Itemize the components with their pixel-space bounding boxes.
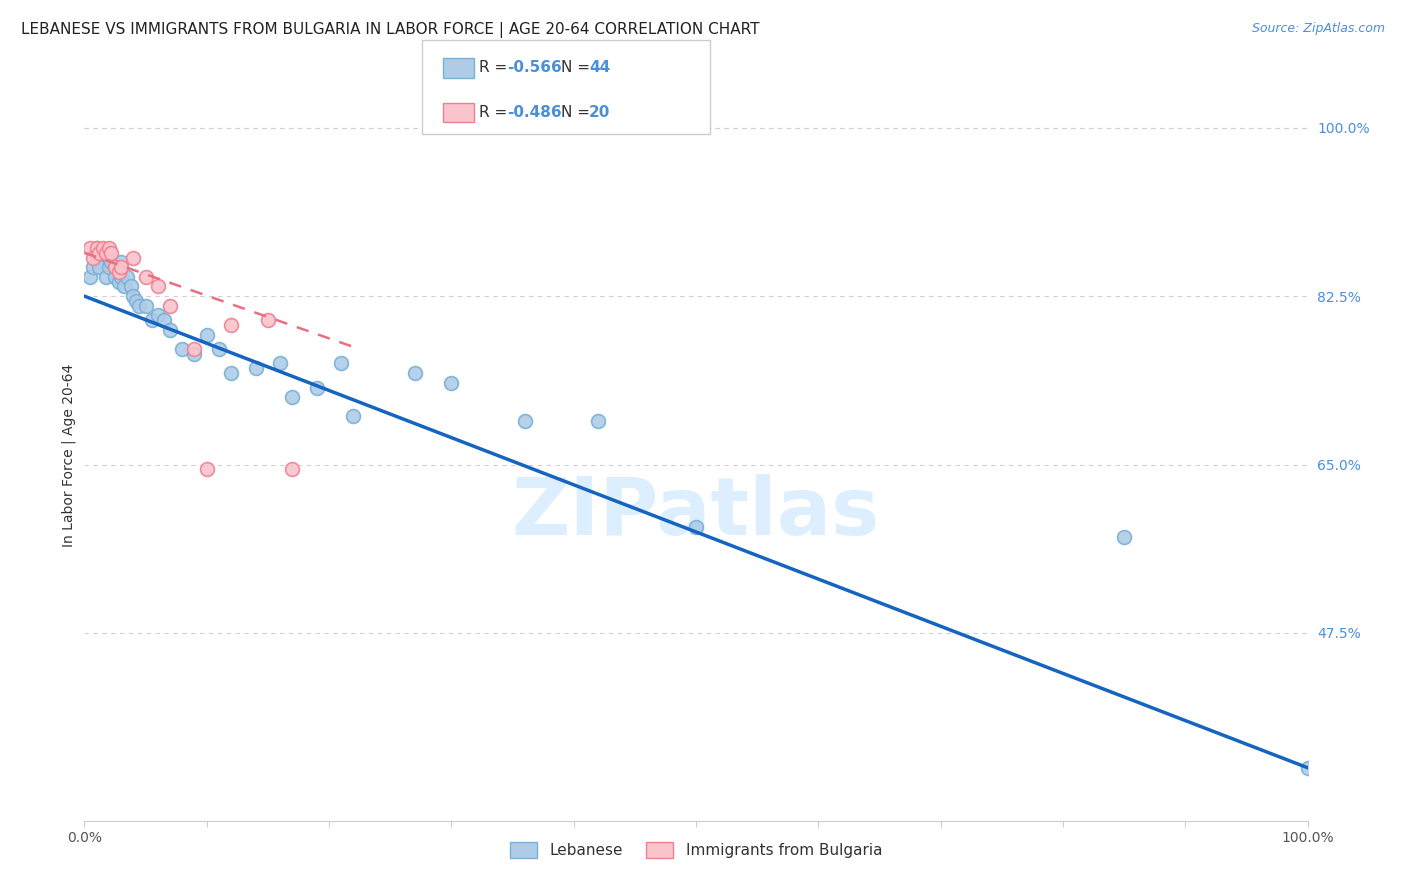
Point (107, 265, 129, 279)
Point (305, 380, 328, 394)
Point (159, 299, 181, 313)
Text: LEBANESE VS IMMIGRANTS FROM BULGARIA IN LABOR FORCE | AGE 20-64 CORRELATION CHAR: LEBANESE VS IMMIGRANTS FROM BULGARIA IN … (21, 22, 759, 38)
Point (110, 260, 132, 275)
Point (342, 409, 364, 424)
Text: Source: ZipAtlas.com: Source: ZipAtlas.com (1251, 22, 1385, 36)
Text: N =: N = (561, 105, 595, 120)
Point (183, 347, 205, 361)
Text: 20: 20 (589, 105, 610, 120)
Point (79, 241, 101, 255)
Point (107, 275, 129, 289)
Point (97, 245, 120, 260)
Point (153, 313, 176, 327)
Point (513, 414, 536, 428)
Text: -0.566: -0.566 (508, 61, 562, 75)
Y-axis label: In Labor Force | Age 20-64: In Labor Force | Age 20-64 (62, 363, 76, 547)
Point (135, 299, 157, 313)
Point (146, 279, 169, 293)
Point (122, 251, 145, 265)
Point (120, 279, 142, 293)
Point (86, 251, 108, 265)
Point (110, 269, 132, 284)
Text: ZIPatlas: ZIPatlas (512, 475, 880, 552)
Point (219, 318, 242, 332)
Text: N =: N = (561, 61, 595, 75)
Point (146, 309, 169, 323)
Point (404, 366, 426, 380)
Point (195, 327, 218, 342)
Point (219, 366, 242, 380)
Point (122, 289, 145, 303)
Point (208, 342, 231, 356)
Point (87, 245, 110, 260)
Point (87, 260, 110, 275)
Point (82, 260, 104, 275)
Point (281, 462, 304, 476)
Legend: Lebanese, Immigrants from Bulgaria: Lebanese, Immigrants from Bulgaria (502, 834, 890, 865)
Point (100, 255, 122, 269)
Point (135, 269, 157, 284)
Point (97, 241, 120, 255)
Point (141, 313, 163, 327)
Point (96, 269, 118, 284)
Text: R =: R = (479, 105, 513, 120)
Point (110, 255, 132, 269)
Point (112, 279, 135, 293)
Point (97, 260, 120, 275)
Point (104, 269, 127, 284)
Point (172, 342, 194, 356)
Point (125, 293, 148, 308)
Point (91, 245, 114, 260)
Point (91, 241, 114, 255)
Point (440, 376, 463, 390)
Point (281, 390, 304, 404)
Point (586, 414, 609, 428)
Point (128, 299, 150, 313)
Text: -0.486: -0.486 (508, 105, 562, 120)
Text: 44: 44 (589, 61, 610, 75)
Point (685, 520, 707, 534)
Point (183, 342, 205, 356)
Point (1114, 530, 1136, 544)
Point (82, 251, 104, 265)
Point (86, 241, 108, 255)
Point (115, 269, 138, 284)
Point (257, 313, 280, 327)
Point (104, 260, 127, 275)
Point (104, 260, 127, 275)
Point (100, 245, 122, 260)
Point (195, 462, 218, 476)
Point (330, 356, 353, 371)
Point (79, 269, 101, 284)
Point (159, 323, 181, 337)
Point (1296, 761, 1319, 775)
Text: R =: R = (479, 61, 513, 75)
Point (269, 356, 291, 371)
Point (96, 245, 118, 260)
Point (86, 241, 108, 255)
Point (245, 361, 267, 376)
